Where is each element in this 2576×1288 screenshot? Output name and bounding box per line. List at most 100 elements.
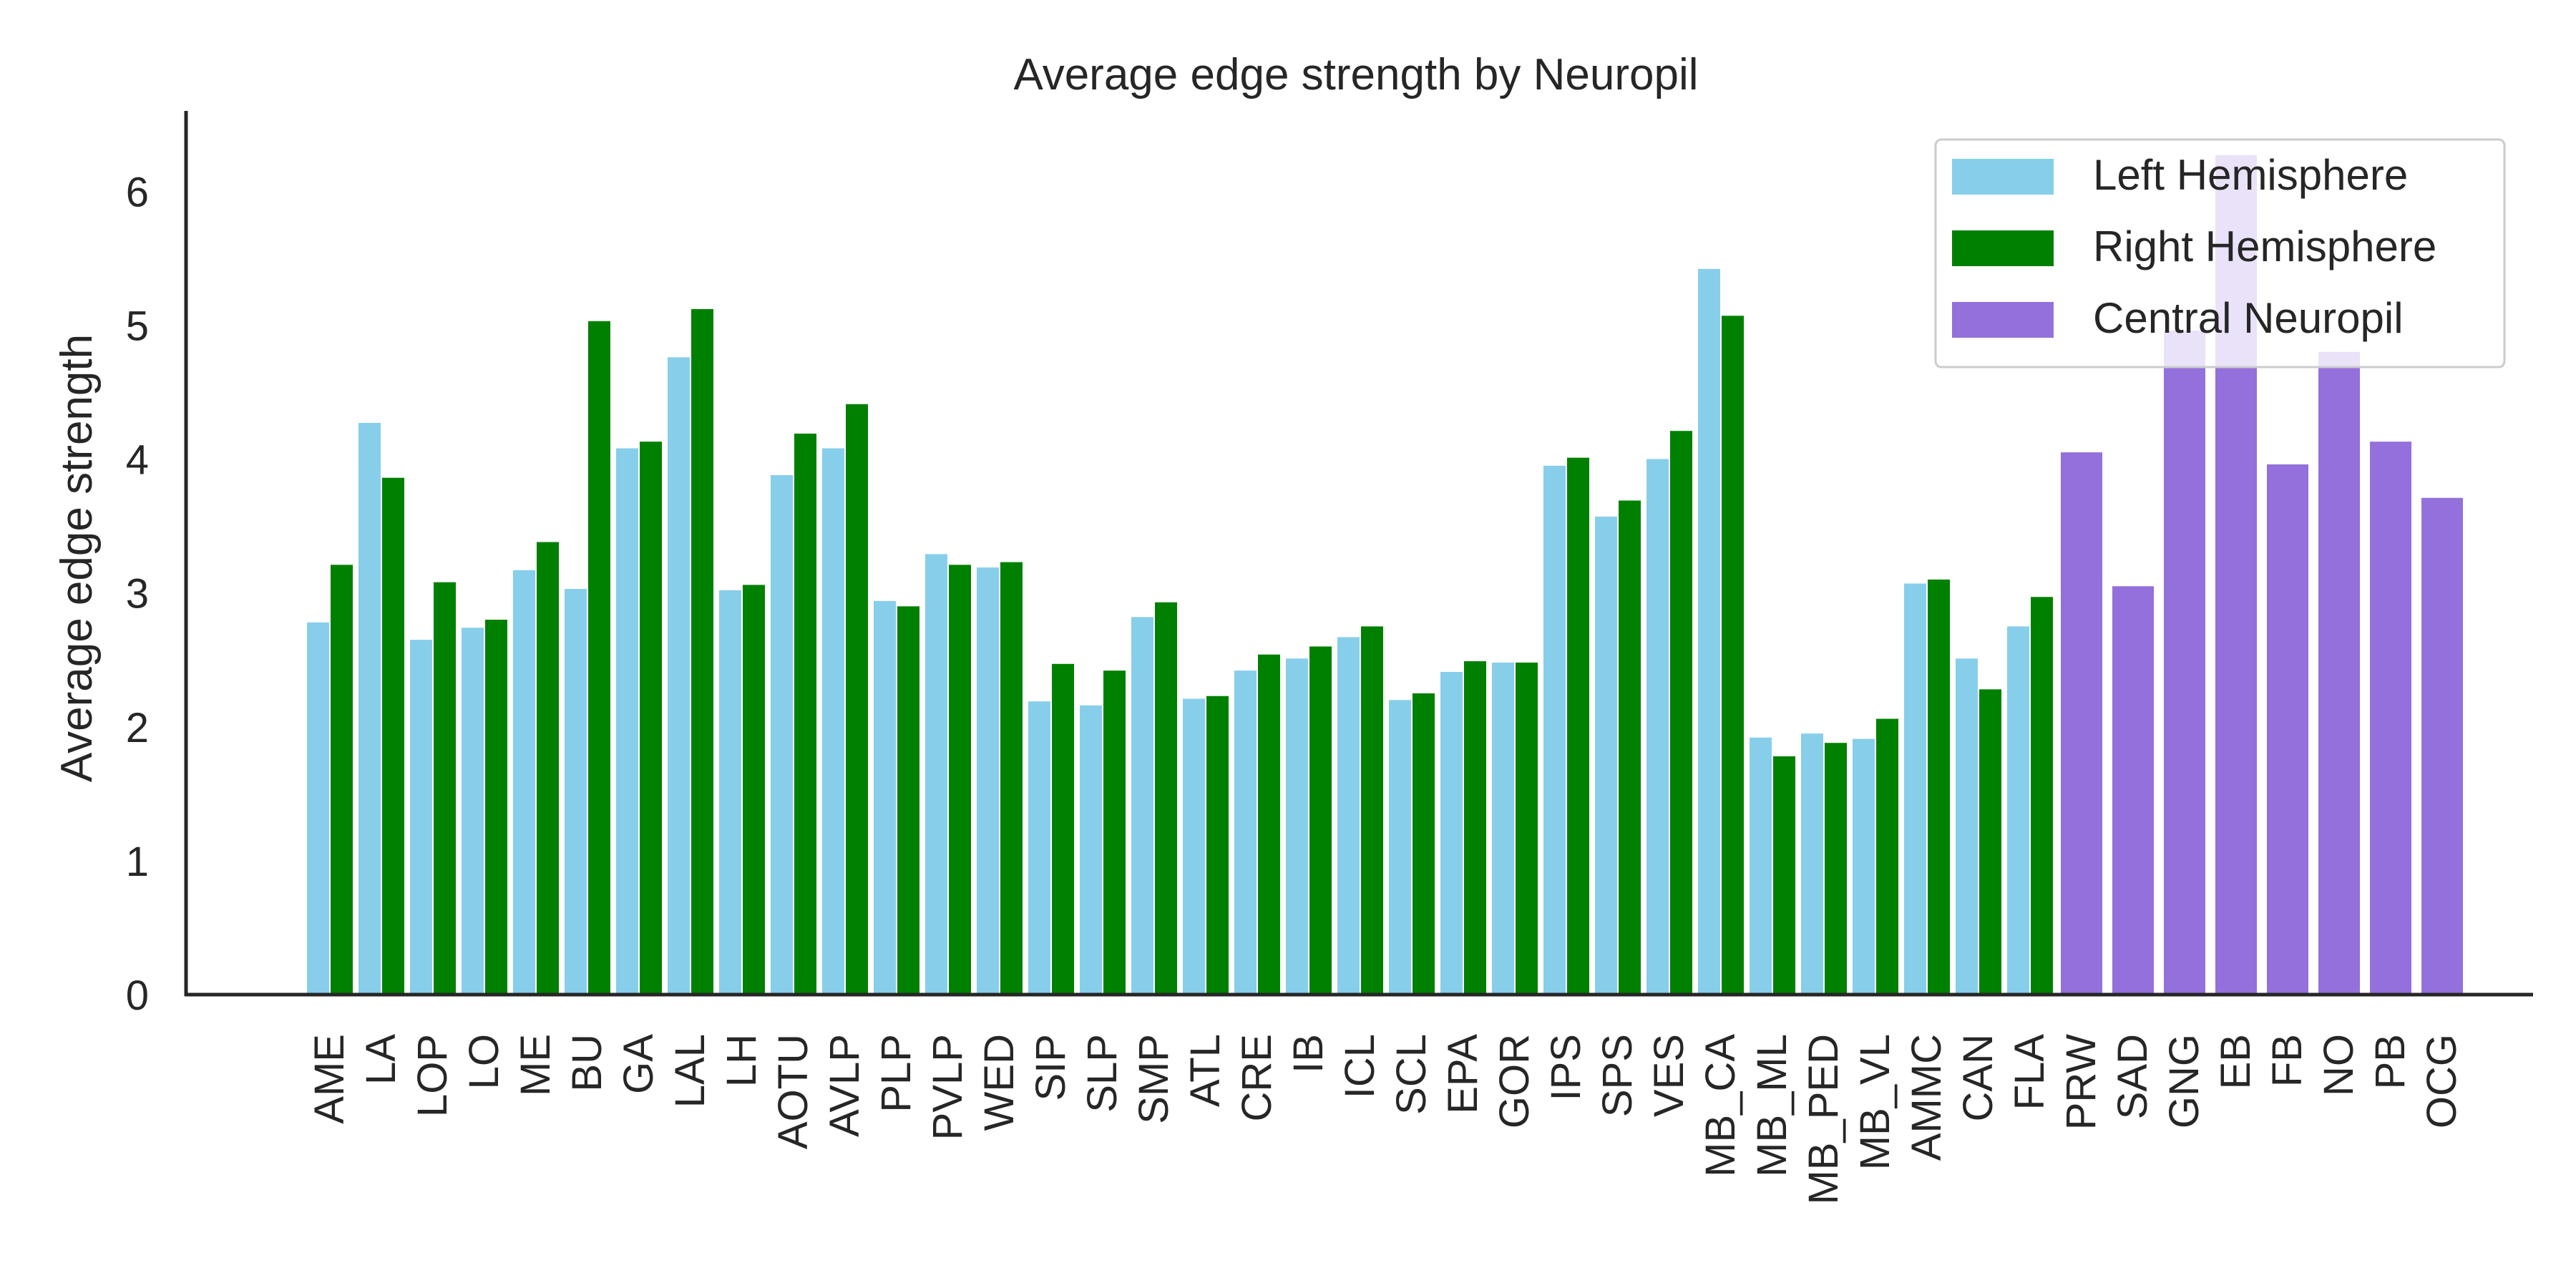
- x-tick-label: OCG: [2419, 1034, 2465, 1128]
- bar-right-smp: [1155, 602, 1177, 995]
- bar-left-epa: [1440, 672, 1463, 995]
- bar-central-no: [2318, 351, 2360, 995]
- y-tick-label: 4: [126, 437, 149, 484]
- bar-central-ocg: [2421, 497, 2463, 995]
- bar-central-pb: [2370, 441, 2411, 995]
- legend-label: Central Neuropil: [2093, 294, 2404, 342]
- legend-box: [1934, 138, 2506, 369]
- bar-left-ame: [307, 622, 329, 995]
- x-tick-label: CAN: [1955, 1034, 2001, 1121]
- x-tick-label: BU: [564, 1034, 610, 1092]
- x-tick-label: ATL: [1182, 1034, 1229, 1107]
- bar-left-lh: [719, 590, 741, 995]
- bar-left-lop: [410, 640, 432, 995]
- bar-left-atl: [1183, 698, 1205, 995]
- x-tick-label: ICL: [1337, 1034, 1383, 1098]
- x-tick-label: PB: [2367, 1034, 2414, 1089]
- bar-right-mb_ped: [1825, 743, 1847, 995]
- y-axis-ticks: 0 1 2 3 4 5 6: [126, 169, 149, 1019]
- bar-right-icl: [1361, 626, 1383, 995]
- x-tick-label: FB: [2264, 1034, 2311, 1087]
- bars-group: [307, 155, 2463, 995]
- legend-label: Right Hemisphere: [2093, 223, 2436, 270]
- x-tick-label: PVLP: [924, 1034, 971, 1140]
- bar-right-cre: [1258, 654, 1280, 995]
- bar-left-plp: [874, 600, 896, 995]
- bar-left-ves: [1646, 459, 1669, 995]
- bar-left-slp: [1080, 705, 1102, 995]
- legend: Left Hemisphere Right Hemisphere Central N…: [1934, 138, 2506, 369]
- x-tick-label: ME: [512, 1034, 559, 1096]
- x-tick-label: AME: [306, 1034, 353, 1124]
- bar-left-mb_ca: [1698, 268, 1720, 995]
- bar-right-lop: [434, 582, 456, 995]
- x-tick-label: PLP: [873, 1034, 919, 1113]
- bar-right-ammc: [1928, 579, 1950, 995]
- x-tick-label: WED: [976, 1034, 1023, 1131]
- bar-right-wed: [1000, 562, 1023, 995]
- bar-right-sip: [1052, 663, 1074, 995]
- legend-swatch: [1952, 230, 2054, 266]
- x-tick-label: FLA: [2006, 1034, 2053, 1111]
- x-tick-label: CRE: [1234, 1034, 1280, 1121]
- bar-right-la: [382, 477, 404, 995]
- legend-swatch: [1952, 159, 2054, 195]
- y-tick-label: 5: [126, 303, 149, 349]
- legend-swatch: [1952, 302, 2054, 338]
- bar-left-mb_ped: [1801, 733, 1823, 995]
- bar-right-me: [537, 542, 559, 995]
- bar-right-lh: [743, 585, 765, 995]
- bar-right-bu: [588, 321, 610, 995]
- bar-left-avlp: [822, 448, 844, 995]
- bar-left-smp: [1131, 617, 1153, 995]
- x-tick-label: MB_ML: [1749, 1034, 1795, 1177]
- bar-left-icl: [1337, 637, 1360, 995]
- x-tick-label: LA: [358, 1034, 404, 1085]
- x-tick-label: SLP: [1079, 1034, 1126, 1113]
- bar-central-prw: [2061, 452, 2102, 995]
- x-tick-label: SMP: [1131, 1034, 1177, 1124]
- bar-right-atl: [1206, 696, 1229, 995]
- x-tick-label: SCL: [1388, 1034, 1435, 1115]
- x-tick-label: GOR: [1491, 1034, 1538, 1128]
- bar-left-lo: [462, 628, 484, 995]
- bar-right-gor: [1516, 662, 1538, 995]
- bar-left-sps: [1595, 516, 1617, 995]
- x-tick-label: MB_VL: [1852, 1034, 1898, 1170]
- x-tick-label: AVLP: [821, 1034, 868, 1137]
- x-tick-label: PRW: [2058, 1034, 2104, 1131]
- bar-right-epa: [1464, 661, 1486, 995]
- bar-left-ga: [616, 448, 638, 995]
- bar-left-la: [358, 422, 381, 995]
- bar-right-plp: [897, 606, 919, 995]
- y-tick-label: 3: [126, 571, 149, 618]
- bar-left-fla: [2007, 626, 2029, 995]
- x-tick-label: EB: [2212, 1034, 2259, 1089]
- x-tick-label: LOP: [409, 1034, 456, 1117]
- bar-right-lal: [691, 308, 713, 995]
- bar-right-ame: [331, 565, 353, 995]
- x-tick-label: SPS: [1594, 1034, 1641, 1117]
- bar-left-wed: [977, 567, 999, 995]
- y-axis-label: Average edge strength: [52, 334, 102, 782]
- bar-right-ga: [640, 441, 662, 995]
- x-axis-ticks: AME LA LOP LO ME BU GA LAL LH AOTU AVLP PLP PVLP WED S…: [306, 1034, 2465, 1205]
- bar-left-ib: [1286, 658, 1308, 995]
- x-tick-label: VES: [1646, 1034, 1692, 1117]
- y-tick-label: 1: [126, 839, 149, 885]
- x-tick-label: MB_CA: [1697, 1034, 1744, 1177]
- legend-label: Left Hemisphere: [2093, 151, 2408, 199]
- bar-right-pvlp: [949, 565, 971, 995]
- bar-left-ips: [1543, 465, 1566, 995]
- bar-left-aotu: [771, 474, 793, 995]
- x-tick-label: LH: [718, 1034, 765, 1087]
- bar-left-can: [1956, 658, 1978, 995]
- bar-right-avlp: [846, 404, 868, 995]
- bar-right-ves: [1670, 431, 1692, 995]
- bar-right-lo: [485, 620, 507, 995]
- x-tick-label: LO: [461, 1034, 507, 1089]
- bar-right-can: [1979, 689, 2001, 995]
- x-tick-label: NO: [2316, 1034, 2362, 1096]
- bar-left-lal: [668, 357, 690, 995]
